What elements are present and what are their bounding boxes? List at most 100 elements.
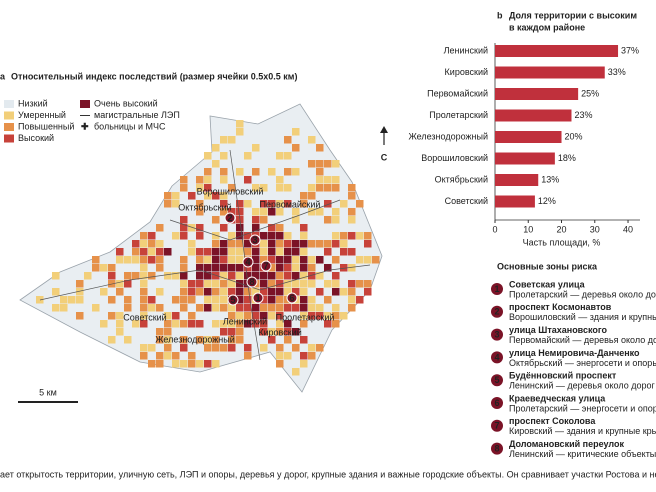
map-cell	[156, 352, 164, 360]
map-cell	[348, 248, 356, 256]
map-cell	[172, 200, 180, 208]
map-cell	[180, 296, 188, 304]
map-cell	[348, 304, 356, 312]
map-cell	[196, 280, 204, 288]
map-cell	[324, 264, 332, 272]
map-cell	[140, 296, 148, 304]
map-cell	[236, 304, 244, 312]
map-cell	[204, 304, 212, 312]
map-cell	[316, 256, 324, 264]
map-cell	[196, 336, 204, 344]
map-marker	[249, 234, 261, 246]
risk-name: Будённовский проспект	[509, 371, 617, 381]
map-cell	[300, 320, 308, 328]
legend-swatch	[4, 123, 14, 131]
map-cell	[276, 360, 284, 368]
map-cell	[300, 352, 308, 360]
map-cell	[324, 160, 332, 168]
map-cell	[84, 272, 92, 280]
map-cell	[212, 248, 220, 256]
map-cell	[316, 176, 324, 184]
risk-number: 8	[494, 443, 499, 453]
map-cell	[164, 192, 172, 200]
map-cell	[316, 288, 324, 296]
value-label: 25%	[581, 88, 599, 98]
risk-number: 7	[494, 421, 499, 431]
map-cell	[212, 264, 220, 272]
x-tick-label: 20	[557, 224, 567, 234]
y-tick-label: Железнодорожный	[408, 131, 488, 141]
map-cell	[244, 320, 252, 328]
map-cell	[140, 280, 148, 288]
map-title: Относительный индекс последствий (размер…	[11, 71, 297, 81]
map-cell	[292, 288, 300, 296]
map-cell	[332, 160, 340, 168]
district-label: Первомайский	[260, 199, 321, 209]
map-cell	[332, 256, 340, 264]
map-cell	[132, 240, 140, 248]
map-cell	[220, 136, 228, 144]
map-cell	[332, 184, 340, 192]
map-cell	[260, 312, 268, 320]
map-cell	[300, 272, 308, 280]
map-cell	[284, 168, 292, 176]
map-cell	[52, 288, 60, 296]
map-cell	[268, 272, 276, 280]
map-cell	[228, 256, 236, 264]
map-cell	[236, 120, 244, 128]
map-cell	[228, 288, 236, 296]
risk-name: Доломановский переулок	[509, 439, 624, 449]
risk-number: 2	[494, 307, 499, 317]
map-cell	[316, 144, 324, 152]
map-cell	[140, 272, 148, 280]
legend-label: Очень высокий	[94, 98, 158, 108]
map-cell	[260, 200, 268, 208]
map-cell	[348, 184, 356, 192]
bar	[495, 109, 572, 122]
map-cell	[276, 200, 284, 208]
map-cell	[212, 304, 220, 312]
map-cell	[260, 256, 268, 264]
district-label: Железнодорожный	[155, 334, 235, 344]
map-cell	[324, 216, 332, 224]
y-tick-label: Ворошиловский	[421, 153, 488, 163]
map-cell	[212, 144, 220, 152]
map-cell	[236, 256, 244, 264]
map-cell	[92, 264, 100, 272]
legend-swatch	[4, 111, 14, 120]
map-cell	[236, 328, 244, 336]
map-cell	[236, 320, 244, 328]
map-cell	[300, 288, 308, 296]
map-cell	[364, 280, 372, 288]
map-marker	[224, 212, 236, 224]
map-cell	[220, 224, 228, 232]
map-cell	[196, 176, 204, 184]
map-cell	[348, 280, 356, 288]
map-cell	[212, 192, 220, 200]
map-cell	[260, 304, 268, 312]
map-cell	[260, 248, 268, 256]
risk-detail: Ворошиловский — здания и крупные крыши	[509, 312, 656, 322]
map-cell	[148, 360, 156, 368]
risk-detail: Кировский — здания и крупные крыши	[509, 426, 656, 436]
map-cell	[140, 352, 148, 360]
power-line	[39, 264, 371, 301]
map-cell	[276, 304, 284, 312]
legend-label: Высокий	[18, 133, 54, 143]
map-cell	[276, 176, 284, 184]
map-cell	[252, 256, 260, 264]
map-cell	[268, 288, 276, 296]
map-cell	[348, 232, 356, 240]
district-label: Октябрьский	[178, 202, 231, 212]
map-cell	[132, 256, 140, 264]
map-cell	[204, 272, 212, 280]
map-cell	[340, 200, 348, 208]
map-cell	[196, 184, 204, 192]
map-cell	[356, 280, 364, 288]
map-cell	[284, 240, 292, 248]
map-cell	[308, 184, 316, 192]
map-cell	[228, 304, 236, 312]
map-cell	[324, 312, 332, 320]
map-cell	[260, 232, 268, 240]
map-cell	[228, 208, 236, 216]
